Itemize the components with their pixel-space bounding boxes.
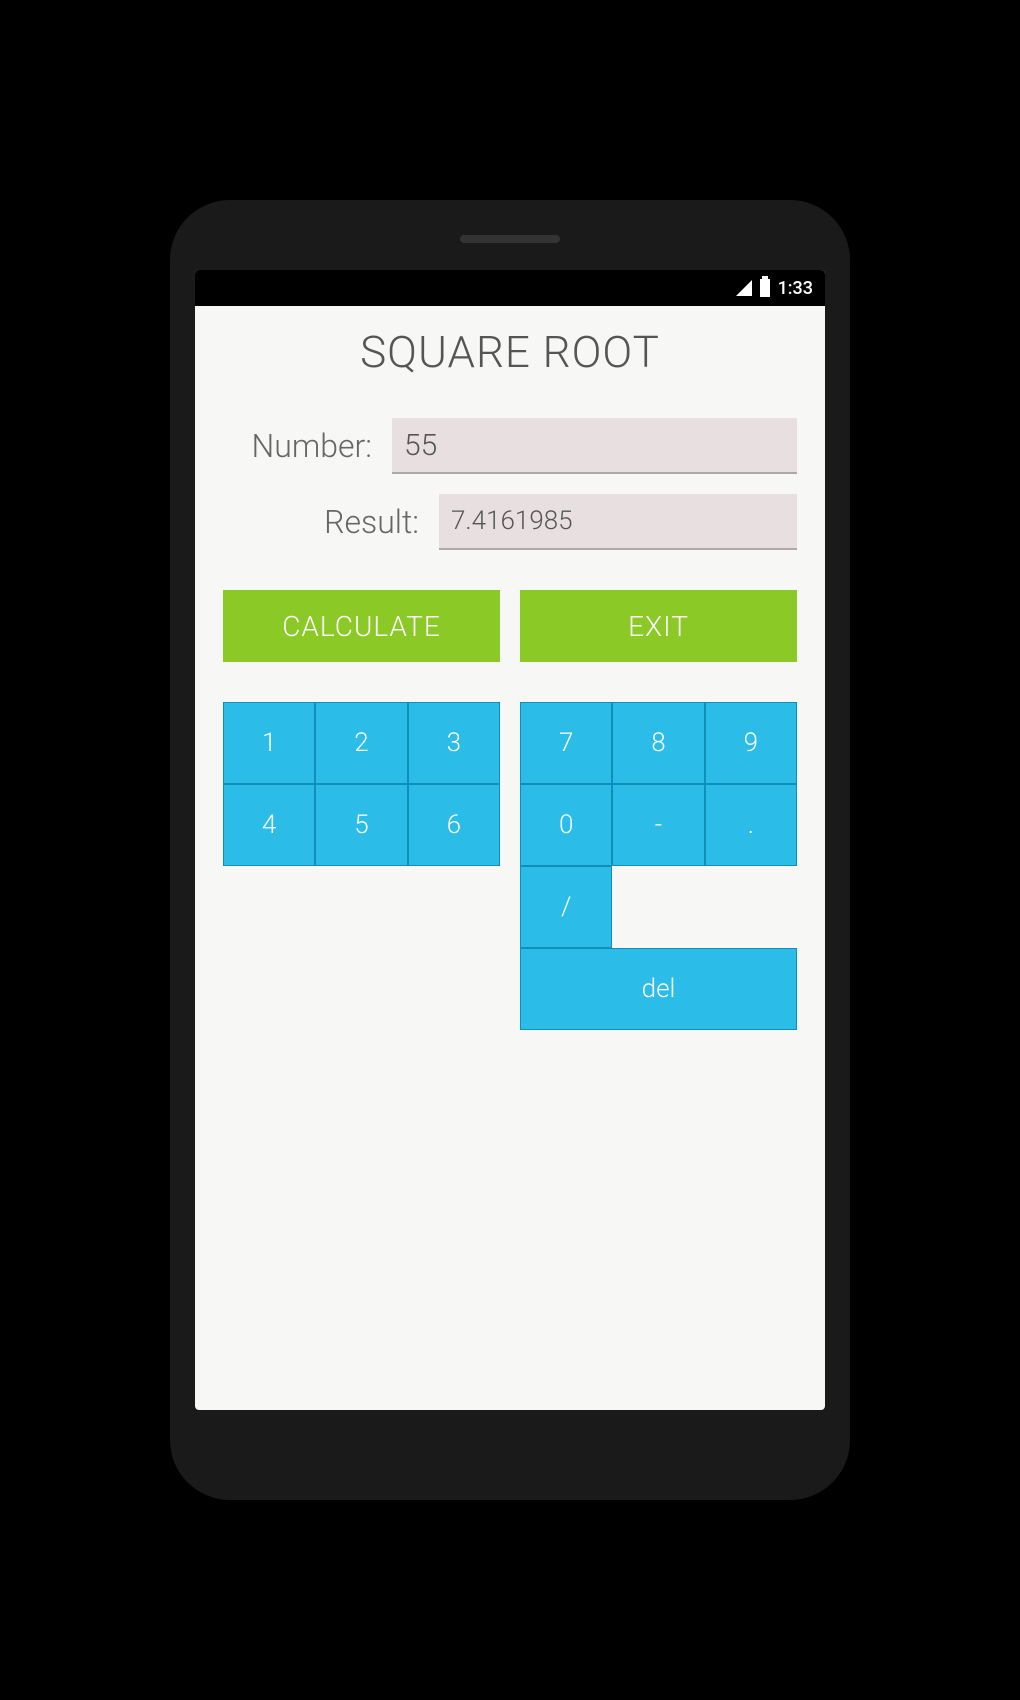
keypad-right-grid: 7 8 9 0 - . <box>520 702 797 866</box>
key-4[interactable]: 4 <box>223 784 315 866</box>
result-input[interactable] <box>439 494 797 550</box>
keypad-left-grid: 1 2 3 4 5 6 <box>223 702 500 866</box>
status-bar: 1:33 <box>195 270 825 306</box>
calculate-button[interactable]: CALCULATE <box>223 590 500 662</box>
key-7[interactable]: 7 <box>520 702 612 784</box>
status-time: 1:33 <box>778 278 813 299</box>
app-content: SQUARE ROOT Number: Result: CALCULATE EX… <box>195 306 825 1410</box>
phone-speaker <box>460 235 560 243</box>
key-slash[interactable]: / <box>520 866 612 948</box>
app-title: SQUARE ROOT <box>223 326 797 378</box>
phone-screen: 1:33 SQUARE ROOT Number: Result: CALCULA… <box>195 270 825 1410</box>
key-6[interactable]: 6 <box>408 784 500 866</box>
key-0[interactable]: 0 <box>520 784 612 866</box>
key-9[interactable]: 9 <box>705 702 797 784</box>
key-minus[interactable]: - <box>612 784 704 866</box>
key-del[interactable]: del <box>520 948 797 1030</box>
key-3[interactable]: 3 <box>408 702 500 784</box>
result-label: Result: <box>223 503 419 541</box>
keypad-left: 1 2 3 4 5 6 <box>223 702 500 1030</box>
key-dot[interactable]: . <box>705 784 797 866</box>
battery-icon <box>760 279 770 297</box>
key-2[interactable]: 2 <box>315 702 407 784</box>
action-button-row: CALCULATE EXIT <box>223 590 797 662</box>
keypad-container: 1 2 3 4 5 6 7 8 9 0 - <box>223 702 797 1030</box>
keypad-bottom-row: / del <box>520 866 797 1030</box>
key-1[interactable]: 1 <box>223 702 315 784</box>
signal-icon <box>736 280 752 296</box>
keypad-right: 7 8 9 0 - . / del <box>520 702 797 1030</box>
number-label: Number: <box>223 427 372 465</box>
number-input-row: Number: <box>223 418 797 474</box>
exit-button[interactable]: EXIT <box>520 590 797 662</box>
result-input-row: Result: <box>223 494 797 550</box>
key-8[interactable]: 8 <box>612 702 704 784</box>
number-input[interactable] <box>392 418 797 474</box>
key-5[interactable]: 5 <box>315 784 407 866</box>
phone-frame: 1:33 SQUARE ROOT Number: Result: CALCULA… <box>170 200 850 1500</box>
